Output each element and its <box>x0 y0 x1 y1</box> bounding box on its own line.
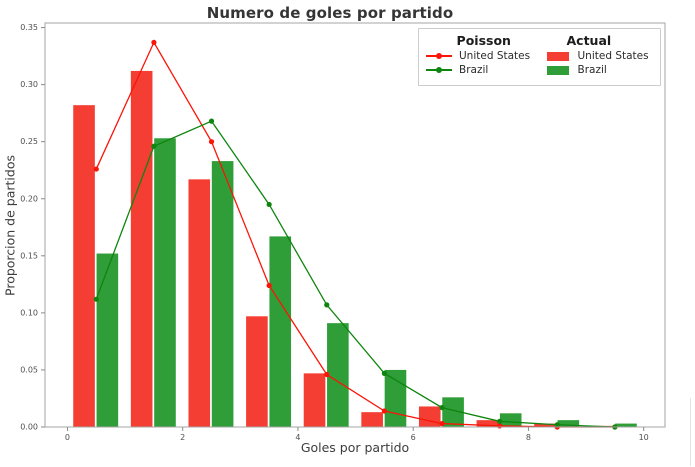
legend-header-actual: Actual <box>566 33 612 48</box>
y-tick-label: 0.15 <box>20 251 38 260</box>
legend-item-label: United States <box>577 50 649 62</box>
poisson-point-united-states <box>208 139 215 145</box>
poisson-point-brazil <box>93 296 99 302</box>
legend-item-actual-united-states: United States <box>544 49 656 63</box>
legend-header-poisson: Poisson <box>456 33 511 48</box>
poisson-point-united-states <box>266 282 272 289</box>
bar-united-states-goals-5 <box>361 412 383 427</box>
bar-united-states-goals-0 <box>73 105 95 427</box>
poisson-point-united-states <box>151 39 157 46</box>
bar-brazil-goals-6 <box>442 397 464 427</box>
legend-box: Poisson United States Brazil Actual Unit… <box>418 28 661 86</box>
red-dot-icon <box>436 53 442 59</box>
bar-brazil-goals-7 <box>499 413 522 427</box>
poisson-point-united-states <box>324 371 330 378</box>
bar-brazil-goals-8 <box>557 420 580 427</box>
x-tick-label: 0 <box>65 433 70 442</box>
legend-item-label: Brazil <box>459 64 489 76</box>
poisson-point-brazil <box>208 118 215 124</box>
bar-brazil-goals-1 <box>154 138 176 427</box>
poisson-point-brazil <box>324 302 330 308</box>
green-dot-icon <box>436 67 442 73</box>
bar-brazil-goals-9 <box>615 423 637 427</box>
legend-column-poisson: Poisson United States Brazil <box>423 32 544 82</box>
y-axis-label: Proporcion de partidos <box>2 155 18 296</box>
poisson-line-united-states <box>95 40 615 428</box>
legend-item-label: Brazil <box>577 64 607 76</box>
poisson-point-united-states <box>497 423 503 429</box>
poisson-point-united-states <box>93 166 99 172</box>
bar-brazil-goals-5 <box>384 369 407 427</box>
poisson-point-brazil <box>554 422 560 428</box>
x-tick-label: 8 <box>526 433 531 442</box>
y-tick-label: 0.25 <box>20 137 38 146</box>
green-line-marker-icon <box>426 67 452 73</box>
poisson-point-united-states <box>381 408 387 414</box>
poisson-point-brazil <box>497 418 503 424</box>
bar-brazil-goals-0 <box>96 253 119 427</box>
poisson-point-brazil <box>439 404 445 411</box>
poisson-point-brazil <box>266 201 272 208</box>
bar-brazil-goals-3 <box>269 236 292 427</box>
y-tick-label: 0.30 <box>20 80 38 89</box>
x-axis-label: Goles por partido <box>300 440 410 455</box>
red-line-marker-icon <box>426 53 452 59</box>
poisson-point-brazil <box>381 370 387 376</box>
plot-border <box>44 22 666 428</box>
legend-column-actual: Actual United States Brazil <box>544 32 656 82</box>
bar-united-states-goals-4 <box>303 373 326 427</box>
legend-item-poisson-brazil: Brazil <box>423 63 544 77</box>
x-tick-label: 4 <box>295 433 300 442</box>
x-tick-label: 6 <box>411 433 416 442</box>
chart-title: Numero de goles por partido <box>206 4 454 22</box>
poisson-point-brazil <box>151 143 157 149</box>
x-tick-label: 2 <box>180 433 185 442</box>
red-swatch-icon <box>547 51 570 61</box>
green-swatch-icon <box>547 65 570 75</box>
bar-brazil-goals-2 <box>211 161 234 427</box>
bar-united-states-goals-2 <box>188 179 211 427</box>
y-tick-label: 0.00 <box>20 423 38 432</box>
bar-brazil-goals-4 <box>327 323 349 427</box>
y-tick-label: 0.20 <box>20 194 38 203</box>
bar-united-states-goals-6 <box>418 406 441 427</box>
legend-item-poisson-united-states: United States <box>423 49 544 63</box>
poisson-line-brazil <box>95 120 615 428</box>
x-tick-label: 10 <box>639 433 649 442</box>
bar-united-states-goals-7 <box>476 420 499 427</box>
y-tick-label: 0.05 <box>20 365 38 374</box>
legend-item-label: United States <box>459 50 531 62</box>
legend-item-actual-brazil: Brazil <box>544 63 656 77</box>
poisson-point-united-states <box>439 420 445 427</box>
y-tick-label: 0.10 <box>20 308 38 317</box>
bar-united-states-goals-3 <box>246 316 268 427</box>
y-tick-label: 0.35 <box>20 23 38 32</box>
bar-united-states-goals-1 <box>130 70 153 428</box>
bar-united-states-goals-8 <box>534 423 556 427</box>
